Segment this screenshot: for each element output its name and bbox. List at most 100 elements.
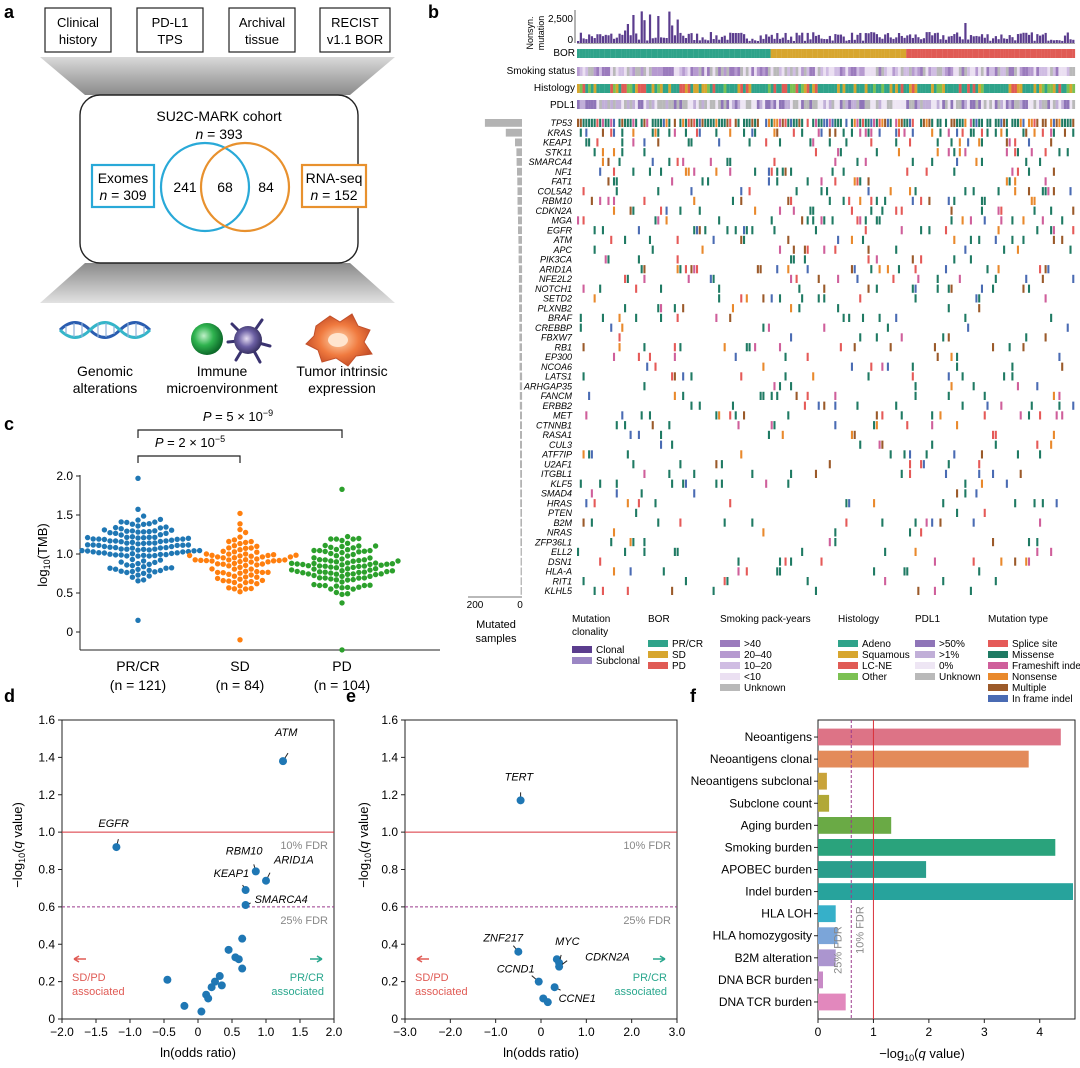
mutation-cell — [1069, 245, 1072, 254]
tmb-point — [333, 571, 340, 577]
histology-cell — [1072, 84, 1076, 93]
mutation-cell — [660, 284, 663, 293]
mutation-cell — [579, 313, 582, 322]
smoking-cell — [590, 67, 594, 76]
mutation-cell — [579, 323, 582, 332]
mutation-cell — [933, 557, 936, 566]
mutation-cell — [599, 557, 602, 566]
bor-cell — [809, 49, 813, 58]
legend-swatch — [720, 651, 740, 658]
ytick-label: 0 — [391, 1012, 398, 1026]
mutation-cell — [914, 294, 917, 303]
bor-cell — [967, 49, 970, 58]
mutation-cell — [1027, 411, 1031, 420]
mutation-cell — [972, 557, 975, 566]
mutation-cell — [765, 479, 768, 488]
mutation-count-bar — [773, 38, 776, 43]
mutation-cell — [701, 245, 704, 254]
d-ylabel: −log10(q value) — [10, 802, 27, 888]
mutation-count-bar — [646, 40, 649, 43]
tmb-point — [344, 591, 351, 597]
p-bracket-inner — [137, 455, 241, 463]
tmb-point — [237, 553, 243, 559]
mutation-cell — [848, 499, 851, 508]
bor-cell — [687, 49, 691, 58]
gene-label: ZNF217 — [482, 933, 524, 945]
mutation-cell — [709, 274, 712, 283]
histology-cell — [900, 84, 904, 93]
c-ylabel: log10(TMB) — [35, 523, 52, 586]
smoking-cell — [878, 67, 882, 76]
mutation-count-bar — [621, 34, 624, 43]
histology-cell — [1014, 84, 1017, 93]
tmb-point — [259, 569, 266, 576]
mutation-cell — [778, 245, 782, 254]
mutation-cell — [1052, 187, 1055, 196]
rnaseq-count: n = 152 — [310, 187, 357, 203]
mutation-count-bar — [942, 35, 945, 43]
mutation-cell — [1058, 352, 1061, 361]
mutation-cell — [673, 372, 676, 381]
mutation-cell — [1005, 118, 1008, 127]
mutation-cell — [1025, 274, 1028, 283]
tmb-point — [372, 566, 379, 572]
mutation-cell — [715, 460, 718, 469]
tmb-point — [107, 551, 113, 557]
ytick-label: 1.6 — [38, 713, 55, 727]
bor-cell — [781, 49, 785, 58]
mutation-cell — [729, 411, 732, 420]
mutation-cell — [778, 294, 782, 303]
smoking-cell — [737, 67, 741, 76]
tmb-point — [322, 582, 328, 589]
mutation-cell — [914, 382, 917, 391]
smoking-cell — [980, 67, 984, 76]
mutation-cell — [826, 187, 829, 196]
mutation-cell — [986, 128, 989, 137]
mutation-cell — [751, 518, 754, 527]
tmb-point — [242, 545, 249, 551]
mutation-count-bar — [900, 35, 903, 43]
bor-cell — [665, 49, 669, 58]
left-annotation-2: associated — [415, 986, 468, 998]
mutation-cell — [787, 118, 790, 127]
mutation-cell — [698, 128, 701, 137]
bor-cell — [964, 49, 968, 58]
bor-cell — [626, 49, 630, 58]
bor-cell — [759, 49, 763, 58]
xtick-label: −2.0 — [438, 1025, 462, 1039]
bor-cell — [961, 49, 965, 58]
mutation-cell — [795, 274, 798, 283]
mutation-cell — [790, 469, 793, 478]
mutation-count-bar — [1033, 40, 1036, 43]
feature-bar — [818, 971, 823, 989]
smoking-cell — [803, 67, 807, 76]
mutation-cell — [637, 352, 640, 361]
gene-label: SMAD4 — [541, 489, 572, 499]
mutation-cell — [643, 148, 646, 157]
mutation-cell — [784, 118, 787, 127]
tmb-point — [333, 589, 340, 596]
pdl1-cell — [1005, 100, 1009, 109]
tmb-point — [333, 553, 340, 559]
mutation-cell — [831, 118, 834, 127]
legend-swatch — [648, 640, 668, 647]
smoking-cell — [624, 67, 627, 76]
mutation-cell — [654, 216, 657, 225]
mutation-cell — [1055, 411, 1058, 420]
mutation-cell — [1041, 274, 1044, 283]
mutated-samples-axis: 200 0 Mutated samples — [467, 596, 523, 645]
tmb-point — [112, 530, 119, 536]
histology-cell — [853, 84, 857, 93]
mutation-cell — [1072, 401, 1075, 410]
mutation-cell — [654, 362, 657, 371]
mutation-count-bar — [751, 38, 754, 43]
bor-cell — [731, 49, 735, 58]
mutation-cell — [729, 313, 732, 322]
bor-cell — [817, 49, 821, 58]
histology-cell — [831, 84, 835, 93]
bor-cell — [1003, 49, 1006, 58]
tmb-point — [140, 570, 147, 576]
mutation-cell — [809, 138, 812, 147]
mutation-cell — [1022, 284, 1025, 293]
mutation-cell — [601, 157, 604, 166]
